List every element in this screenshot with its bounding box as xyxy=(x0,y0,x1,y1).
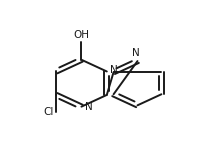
Text: OH: OH xyxy=(73,30,89,40)
Text: N: N xyxy=(132,48,140,58)
Text: N: N xyxy=(110,65,118,75)
Text: N: N xyxy=(85,102,93,112)
Text: Cl: Cl xyxy=(43,107,53,117)
